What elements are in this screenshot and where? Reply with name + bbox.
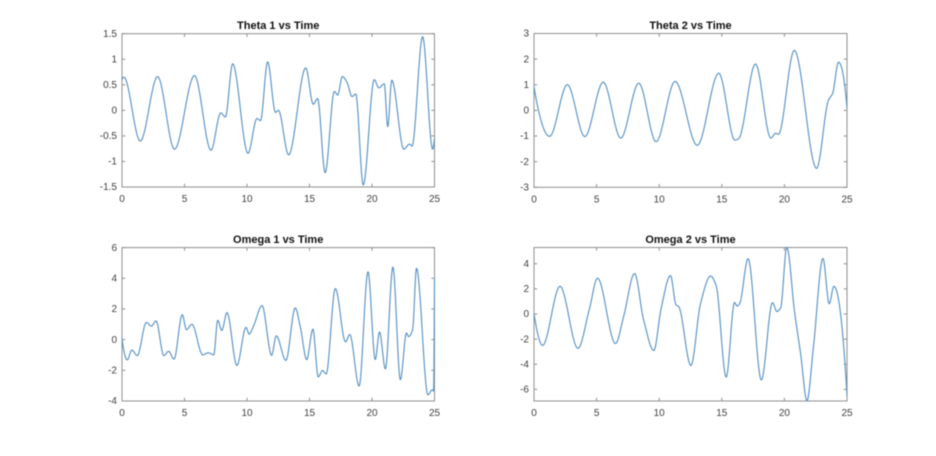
svg-text:25: 25	[429, 194, 441, 205]
svg-text:0: 0	[119, 408, 125, 419]
svg-text:5: 5	[182, 408, 188, 419]
svg-text:5: 5	[182, 194, 188, 205]
svg-text:1.5: 1.5	[103, 29, 117, 40]
svg-text:-4: -4	[108, 396, 117, 407]
svg-text:-4: -4	[520, 359, 529, 370]
svg-text:-1: -1	[108, 157, 117, 168]
svg-text:2: 2	[523, 54, 529, 65]
svg-text:20: 20	[779, 194, 791, 205]
svg-text:25: 25	[841, 408, 853, 419]
svg-text:Theta 1 vs Time: Theta 1 vs Time	[237, 20, 319, 32]
svg-text:4: 4	[111, 273, 117, 284]
svg-text:15: 15	[716, 408, 728, 419]
svg-text:-0.5: -0.5	[100, 131, 118, 142]
svg-text:0: 0	[523, 106, 529, 117]
svg-text:15: 15	[716, 194, 728, 205]
svg-text:0: 0	[119, 194, 125, 205]
svg-text:20: 20	[366, 194, 378, 205]
svg-text:10: 10	[241, 408, 253, 419]
svg-text:-2: -2	[108, 366, 117, 377]
svg-text:10: 10	[654, 408, 666, 419]
svg-text:Theta 2 vs Time: Theta 2 vs Time	[649, 20, 731, 32]
svg-text:5: 5	[594, 194, 600, 205]
svg-text:1: 1	[111, 54, 117, 65]
svg-text:5: 5	[594, 408, 600, 419]
svg-text:0: 0	[111, 106, 117, 117]
svg-text:10: 10	[241, 194, 253, 205]
svg-text:0: 0	[531, 194, 537, 205]
svg-text:Omega 2 vs Time: Omega 2 vs Time	[645, 234, 735, 246]
svg-text:1: 1	[523, 80, 529, 91]
svg-text:Omega 1 vs Time: Omega 1 vs Time	[233, 234, 323, 246]
svg-text:15: 15	[304, 408, 316, 419]
svg-text:4: 4	[523, 259, 529, 270]
svg-text:20: 20	[779, 408, 791, 419]
svg-text:0: 0	[111, 335, 117, 346]
svg-text:2: 2	[523, 284, 529, 295]
svg-text:10: 10	[654, 194, 666, 205]
svg-text:-2: -2	[520, 157, 529, 168]
svg-text:0.5: 0.5	[103, 80, 117, 91]
svg-text:25: 25	[841, 194, 853, 205]
svg-text:-1: -1	[520, 131, 529, 142]
svg-text:0: 0	[523, 309, 529, 320]
svg-text:-2: -2	[520, 334, 529, 345]
svg-text:15: 15	[304, 194, 316, 205]
svg-text:0: 0	[531, 408, 537, 419]
svg-text:-6: -6	[520, 385, 529, 396]
svg-text:25: 25	[429, 408, 441, 419]
svg-text:20: 20	[366, 408, 378, 419]
svg-text:6: 6	[111, 243, 117, 254]
svg-text:-1.5: -1.5	[100, 182, 118, 193]
svg-text:3: 3	[523, 29, 529, 40]
svg-text:-3: -3	[520, 183, 529, 194]
svg-text:2: 2	[111, 304, 117, 315]
